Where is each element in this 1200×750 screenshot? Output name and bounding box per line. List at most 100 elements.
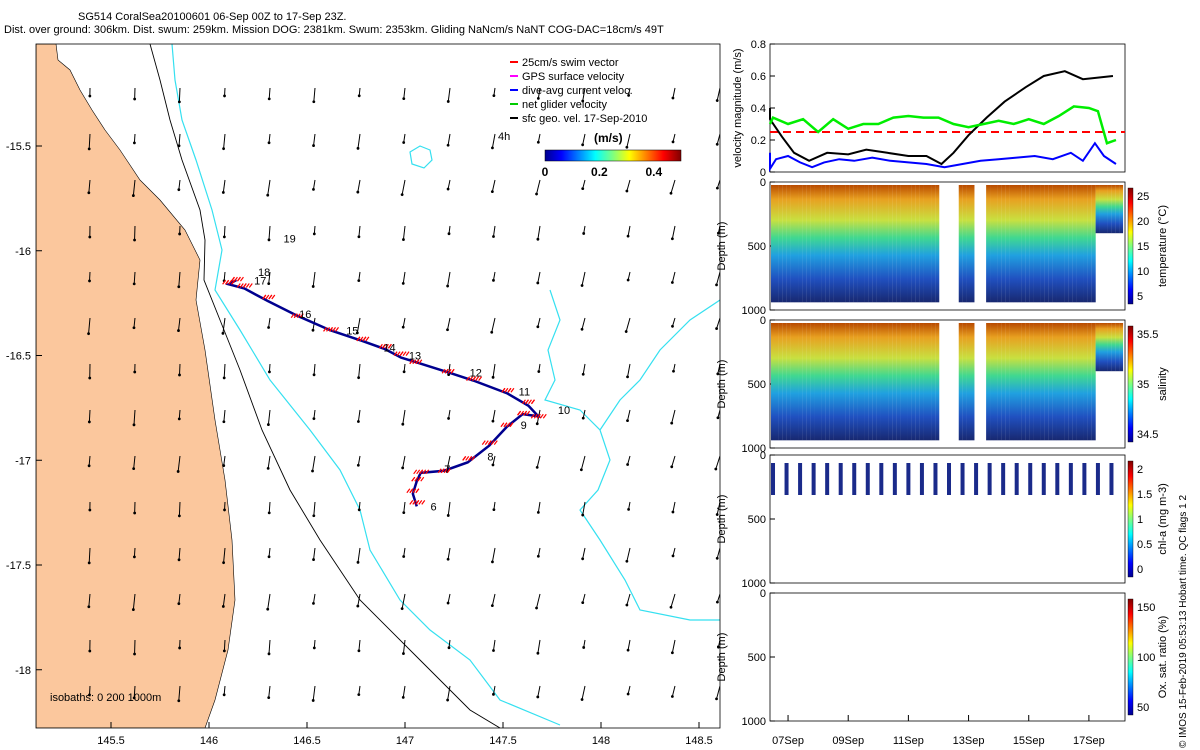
vector-arrow	[268, 87, 271, 99]
vector-arrow	[537, 501, 541, 513]
vector-arrow	[447, 593, 451, 604]
colorbar-tick-label: 20	[1137, 216, 1149, 228]
lon-tick-label: 148	[592, 735, 610, 747]
profile-column	[1095, 323, 1100, 372]
profile-column	[778, 185, 783, 303]
profile-column	[1115, 185, 1120, 234]
swim-vector	[411, 476, 416, 482]
vector-arrow	[357, 455, 361, 466]
vector-arrow	[582, 593, 586, 603]
profile-column	[802, 323, 807, 441]
profile-column	[935, 323, 940, 441]
swim-vector	[536, 413, 541, 419]
vector-arrow	[537, 639, 541, 654]
vector-arrow	[402, 639, 406, 654]
vector-arrow	[492, 271, 496, 281]
depth-panel: 0 500 1000 Depth (m) 0 0.5 1 1.5 2 chl-a (mg m-3)	[716, 450, 1169, 590]
vector-arrow	[312, 455, 316, 472]
swim-vector	[517, 410, 522, 416]
vector-arrow	[716, 685, 720, 699]
vector-arrow	[537, 225, 541, 240]
depth-ylabel: Depth (m)	[716, 633, 728, 682]
vector-arrow	[491, 547, 496, 562]
swim-vector	[478, 376, 483, 382]
profile-column	[833, 323, 838, 441]
vector-arrow	[268, 225, 271, 240]
profile-column	[1052, 185, 1057, 303]
vector-arrow	[672, 501, 676, 513]
swim-vector	[447, 368, 452, 374]
vector-arrow-head	[490, 190, 494, 193]
vector-arrow	[357, 547, 361, 563]
vector-arrow-head	[627, 507, 630, 511]
vector-arrow	[88, 593, 91, 607]
time-tick-label: 17Sep	[1073, 735, 1105, 747]
vector-arrow-head	[402, 238, 405, 241]
swim-vector	[421, 499, 426, 505]
vector-arrow-head	[312, 514, 316, 518]
vector-arrow-head	[447, 232, 451, 236]
vector-arrow-head	[717, 231, 720, 235]
vector-arrow-head	[221, 191, 225, 194]
profile-column	[837, 185, 842, 303]
vector-arrow-head	[222, 464, 226, 467]
vector-arrow	[716, 271, 720, 285]
vector-arrow-head	[357, 649, 361, 653]
vector-arrow-head	[356, 190, 360, 194]
profile-column	[1060, 185, 1065, 303]
profile-column	[1048, 323, 1053, 441]
swim-vector	[422, 469, 427, 475]
profile-column	[993, 323, 998, 441]
vector-arrow-head	[222, 693, 226, 697]
profile-column	[806, 185, 811, 303]
swim-vector	[416, 469, 421, 475]
vector-arrow	[625, 317, 631, 332]
colorbar-tick-label: 1	[1137, 514, 1143, 526]
vector-arrow	[582, 547, 586, 559]
vector-arrow-head	[357, 279, 361, 282]
vector-arrow	[88, 133, 91, 149]
depth-ytick-label: 500	[748, 652, 766, 664]
depth-axes-frame	[769, 592, 1126, 722]
vector-arrow	[268, 271, 271, 284]
colorbar-tick-label: 34.5	[1137, 429, 1158, 441]
vector-arrow	[537, 87, 541, 99]
legend-label: sfc geo. vel. 17-Sep-2010	[522, 113, 647, 125]
profile-column	[896, 323, 901, 441]
velocity-ylabel: velocity magnitude (m/s)	[732, 48, 744, 167]
vector-arrow	[357, 593, 361, 607]
vector-arrow-head	[133, 238, 136, 242]
depth-ytick-label: 500	[748, 379, 766, 391]
vector-arrow-head	[221, 331, 225, 335]
vector-arrow-head	[491, 146, 494, 150]
profile-column	[1013, 185, 1018, 303]
vector-arrow	[715, 455, 720, 470]
depth-ylabel: Depth (m)	[716, 495, 728, 544]
vector-arrow-head	[536, 325, 540, 329]
lat-tick-label: -15.5	[6, 141, 31, 153]
vector-arrow	[492, 225, 496, 237]
profile-column	[857, 323, 862, 441]
vector-arrow	[672, 317, 676, 327]
profile-column	[786, 185, 791, 303]
swim-vector	[450, 368, 455, 374]
profile-column	[771, 185, 776, 303]
swim-vector	[335, 326, 339, 332]
vector-arrow-head	[267, 696, 271, 700]
chl-profile	[933, 463, 938, 495]
profile-column	[853, 323, 858, 441]
vector-arrow-head	[446, 284, 450, 288]
vector-arrow	[670, 179, 676, 194]
vector-arrow	[177, 455, 181, 472]
profile-column	[907, 185, 912, 303]
vector-arrow	[223, 409, 226, 422]
profile-column	[1036, 323, 1041, 441]
swim-vector	[468, 455, 473, 461]
profile-column	[798, 323, 803, 441]
vector-arrow-head	[357, 693, 361, 696]
profile-column	[986, 185, 991, 303]
vector-arrow	[402, 685, 406, 698]
day-label: 14	[383, 342, 395, 354]
swim-vector	[409, 488, 414, 494]
vector-arrow-head	[536, 237, 540, 241]
